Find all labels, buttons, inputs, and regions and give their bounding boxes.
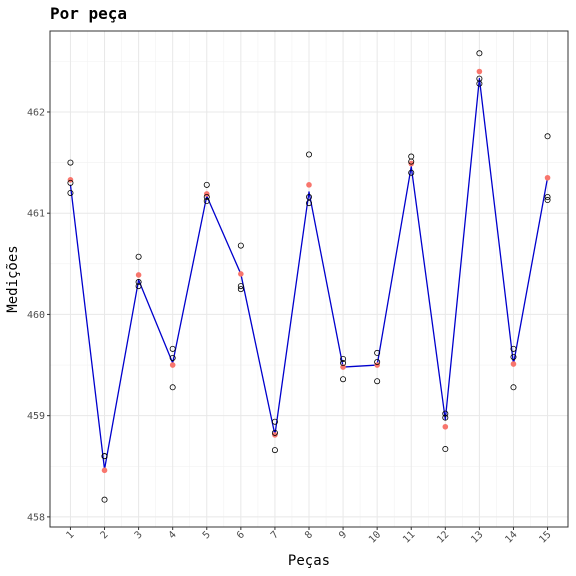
data-point <box>442 446 449 453</box>
data-point <box>510 353 517 360</box>
data-point <box>544 133 551 140</box>
data-point <box>510 345 517 352</box>
data-point <box>101 496 108 503</box>
data-point <box>169 354 176 361</box>
mean-point <box>442 423 449 430</box>
mean-point <box>374 362 380 368</box>
data-point <box>374 349 381 356</box>
data-point <box>135 283 142 290</box>
data-point <box>544 194 551 201</box>
chart-title: Por peça <box>50 4 127 23</box>
x-tick-label: 7 <box>269 529 281 541</box>
y-tick-label: 461 <box>27 209 45 220</box>
mean-point <box>544 174 551 181</box>
x-tick-label: 15 <box>537 529 553 545</box>
mean-points-layer <box>67 68 551 474</box>
x-axis-ticks: 1 2 3 4 5 6 7 8 9 10 11 12 13 14 15 <box>65 527 554 546</box>
mean-point <box>169 362 176 368</box>
data-point <box>374 359 381 366</box>
data-point <box>169 384 176 391</box>
x-tick-label: 12 <box>435 529 451 545</box>
data-point <box>305 200 312 207</box>
x-tick-label: 5 <box>201 529 213 541</box>
x-tick-label: 9 <box>337 529 349 541</box>
data-point <box>237 286 244 293</box>
x-tick-label: 4 <box>167 529 179 541</box>
mean-point <box>272 432 278 438</box>
x-tick-label: 3 <box>133 529 145 541</box>
x-tick-label: 2 <box>99 529 111 541</box>
data-point <box>340 376 347 383</box>
mean-point <box>510 361 517 367</box>
mean-point <box>238 271 244 277</box>
data-point <box>476 50 483 57</box>
data-point <box>271 418 278 425</box>
data-point <box>408 169 415 176</box>
data-point <box>67 189 74 196</box>
data-point <box>340 360 347 367</box>
y-tick-label: 460 <box>27 310 45 321</box>
data-point <box>442 414 449 421</box>
data-point <box>135 279 142 286</box>
y-axis-ticks: 458 459 460 461 462 <box>27 107 50 523</box>
data-point <box>67 179 74 186</box>
x-tick-label: 14 <box>503 529 519 545</box>
data-point <box>203 198 210 205</box>
data-point <box>442 410 449 417</box>
y-tick-label: 459 <box>27 411 45 422</box>
y-axis-title: Medições <box>5 245 21 312</box>
data-point <box>510 384 517 391</box>
mean-point <box>203 191 210 197</box>
mean-point <box>476 68 483 75</box>
data-point <box>203 181 210 188</box>
x-tick-label: 1 <box>65 529 77 541</box>
data-point <box>340 355 347 362</box>
connecting-line-layer <box>69 77 549 470</box>
measurement-points-layer <box>67 50 551 503</box>
x-tick-label: 8 <box>303 529 315 541</box>
data-point <box>544 197 551 204</box>
data-point <box>237 242 244 249</box>
data-point <box>271 429 278 436</box>
data-point <box>305 194 312 201</box>
mean-point <box>306 182 312 188</box>
x-tick-label: 13 <box>469 529 485 545</box>
data-point <box>271 447 278 454</box>
data-point <box>169 345 176 352</box>
series-line <box>69 77 549 470</box>
y-tick-label: 462 <box>27 107 45 118</box>
mean-point <box>135 272 142 278</box>
mean-point <box>408 160 415 167</box>
major-gridlines <box>50 31 568 527</box>
data-point <box>67 159 74 166</box>
mean-point <box>101 467 108 474</box>
data-point <box>203 194 210 201</box>
data-point <box>374 378 381 385</box>
x-tick-label: 6 <box>235 529 247 541</box>
x-axis-title: Peças <box>288 553 330 569</box>
data-point <box>408 158 415 165</box>
data-point <box>305 151 312 158</box>
data-point <box>237 283 244 290</box>
x-tick-label: 11 <box>401 529 417 545</box>
data-point <box>101 453 108 460</box>
data-point <box>135 253 142 260</box>
data-point <box>476 80 483 87</box>
x-tick-label: 10 <box>367 529 383 545</box>
y-tick-label: 458 <box>27 512 45 523</box>
mean-point <box>67 177 74 183</box>
